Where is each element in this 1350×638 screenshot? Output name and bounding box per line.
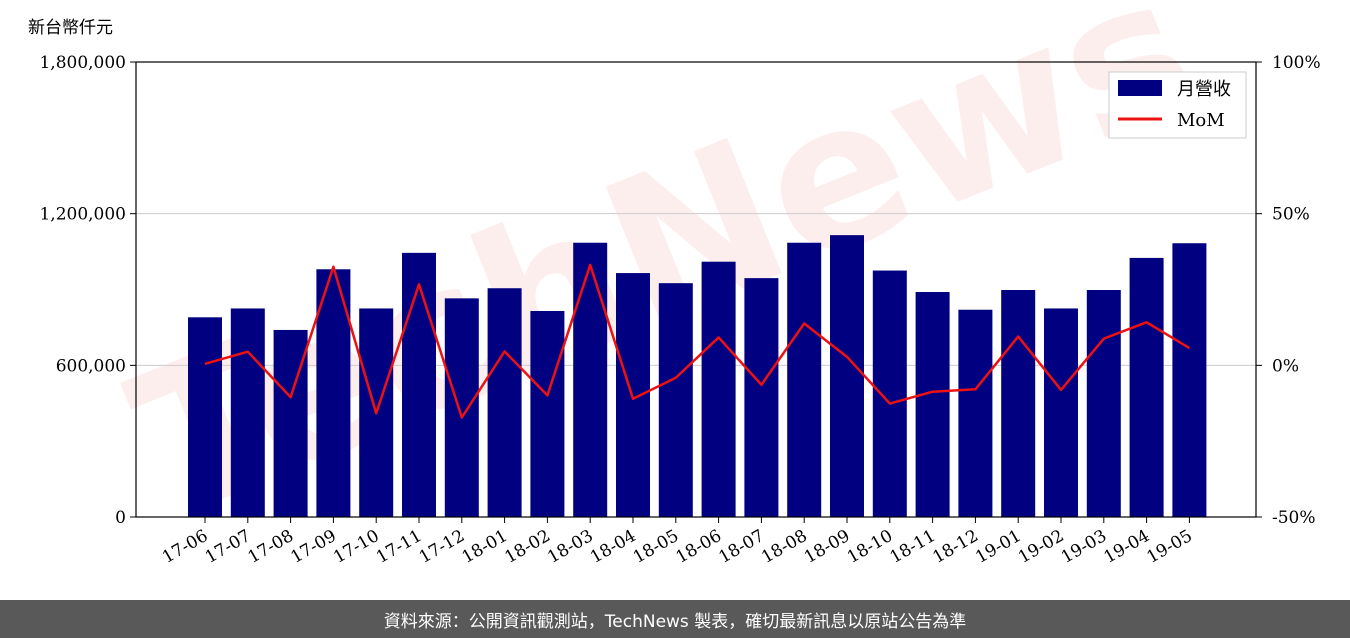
bar (658, 283, 693, 517)
y-right-tick-label: -50% (1272, 508, 1316, 528)
bar (872, 270, 907, 517)
x-tick-label: 17-11 (373, 526, 425, 568)
x-tick-label: 18-10 (844, 526, 896, 568)
bar (701, 261, 736, 517)
bar (530, 310, 565, 517)
bar (230, 308, 265, 517)
bar (915, 292, 950, 517)
bar (444, 298, 479, 517)
legend: 月營收 MoM (1108, 71, 1247, 139)
x-tick-label: 18-05 (630, 526, 682, 568)
legend-bar-swatch (1118, 80, 1162, 96)
legend-label-line: MoM (1177, 110, 1225, 131)
footer-bar: 資料來源：公開資訊觀測站，TechNews 製表，確切最新訊息以原站公告為準 (0, 600, 1350, 638)
x-tick-label: 18-02 (501, 526, 553, 568)
y-right-tick-label: 0% (1272, 356, 1299, 376)
x-tick-label: 18-09 (801, 526, 853, 568)
y-left-tick-label: 1,200,000 (39, 205, 126, 225)
x-tick-label: 17-09 (287, 526, 339, 568)
x-tick-label: 19-03 (1058, 526, 1110, 568)
bar-series (188, 235, 1207, 517)
y-left-tick-label: 600,000 (56, 356, 126, 376)
bar (402, 252, 436, 517)
x-tick-label: 18-07 (715, 526, 767, 568)
y-left-tick-label: 1,800,000 (39, 53, 126, 73)
mom-line (204, 263, 1191, 419)
bar (744, 278, 779, 517)
bar (487, 288, 522, 517)
x-tick-label: 17-12 (416, 526, 468, 568)
x-tick-label: 19-02 (1015, 526, 1067, 568)
bar (188, 317, 222, 517)
y-right-tick-label: 50% (1272, 205, 1310, 225)
legend-label-bar: 月營收 (1177, 79, 1231, 100)
x-tick-label: 17-10 (330, 526, 382, 568)
bar (1086, 290, 1121, 517)
bar (316, 269, 351, 517)
bar (1129, 257, 1164, 517)
y-right-tick-label: 100% (1272, 53, 1321, 73)
x-tick-label: 18-03 (544, 526, 596, 568)
footer-source-text: 資料來源：公開資訊觀測站，TechNews 製表，確切最新訊息以原站公告為準 (383, 611, 967, 632)
chart: TechNews 0600,0001,200,0001,800,000-50%0… (28, 0, 1321, 568)
y-left-tick-label: 0 (115, 508, 126, 528)
bar (958, 309, 993, 517)
bar (830, 235, 864, 517)
x-tick-label: 18-06 (673, 526, 725, 568)
bar (1001, 290, 1036, 517)
x-tick-label: 19-05 (1143, 526, 1195, 568)
x-tick-label: 19-04 (1101, 526, 1153, 568)
bar (1172, 243, 1207, 517)
bar (1044, 308, 1078, 517)
plot-frame (135, 61, 1257, 518)
x-tick-label: 18-01 (459, 526, 511, 568)
x-tick-label: 19-01 (972, 526, 1024, 568)
bar (573, 242, 608, 517)
x-tick-label: 18-04 (587, 526, 639, 568)
line-series (204, 263, 1191, 419)
bar (787, 242, 822, 517)
x-tick-label: 18-11 (887, 526, 939, 568)
x-tick-label: 18-08 (758, 526, 810, 568)
y-unit-label: 新台幣仟元 (28, 18, 113, 38)
x-tick-label: 18-12 (929, 526, 981, 568)
